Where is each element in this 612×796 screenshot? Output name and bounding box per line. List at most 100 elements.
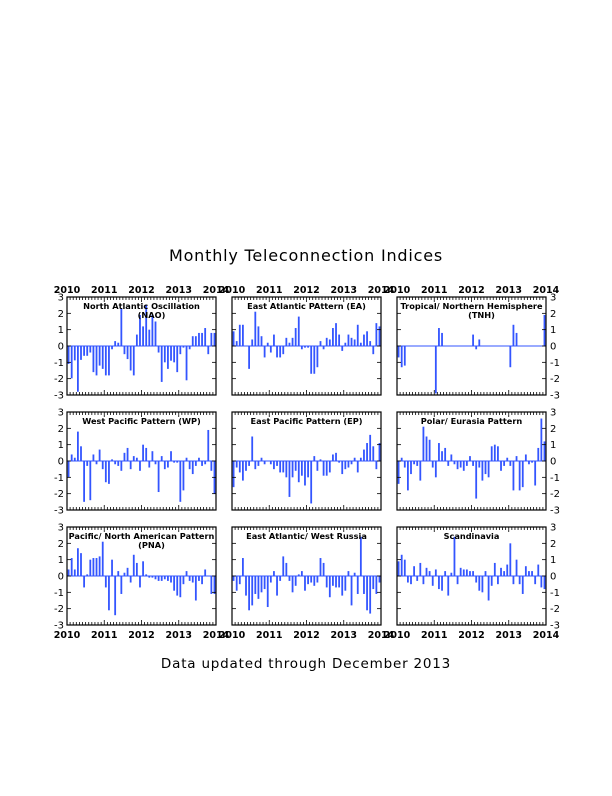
panel-title: East Atlantic/ West Russia xyxy=(246,531,367,541)
y-tick-label: -3 xyxy=(54,391,64,402)
y-tick-label: 1 xyxy=(550,440,556,451)
bar xyxy=(235,341,238,346)
bar xyxy=(472,571,474,576)
bar xyxy=(170,576,172,583)
bar xyxy=(428,571,431,576)
bar xyxy=(73,569,76,576)
bar xyxy=(300,571,303,576)
y-tick-label: 0 xyxy=(58,457,64,468)
bar xyxy=(89,559,92,576)
bar xyxy=(490,576,493,586)
bar xyxy=(304,461,306,486)
bar xyxy=(114,461,117,465)
y-tick-label: -2 xyxy=(550,604,560,615)
bar xyxy=(419,461,422,481)
bar xyxy=(475,576,478,583)
bar xyxy=(294,328,297,346)
bar xyxy=(447,461,450,466)
bar xyxy=(235,461,238,468)
bar xyxy=(465,461,468,466)
bar xyxy=(307,576,309,585)
bar xyxy=(434,569,437,576)
bar xyxy=(497,576,499,585)
panel-title: Polar/ Eurasia Pattern xyxy=(421,416,523,426)
bar xyxy=(210,576,213,594)
bar xyxy=(120,461,123,471)
bar xyxy=(135,457,138,461)
bar xyxy=(294,576,297,586)
bar xyxy=(503,461,506,466)
bar xyxy=(363,576,365,594)
bar xyxy=(363,449,365,461)
bar xyxy=(282,346,285,355)
bar xyxy=(207,346,210,355)
bar xyxy=(160,456,163,461)
bar xyxy=(160,576,163,581)
bar xyxy=(273,334,275,346)
bar xyxy=(279,576,282,581)
y-tick-label: 0 xyxy=(58,572,64,583)
bar xyxy=(194,576,197,601)
bar xyxy=(543,576,546,590)
bar xyxy=(475,346,478,350)
bar xyxy=(101,541,104,576)
bar xyxy=(438,443,440,461)
bar xyxy=(117,571,120,576)
bar xyxy=(238,576,241,585)
bar xyxy=(254,576,257,594)
bar xyxy=(232,331,235,346)
bar xyxy=(407,576,409,583)
y-tick-label: -2 xyxy=(54,604,64,615)
bar xyxy=(207,429,210,461)
bar xyxy=(95,346,98,376)
bar xyxy=(459,567,462,576)
bar xyxy=(182,461,185,491)
bar xyxy=(70,558,73,576)
bar xyxy=(335,323,337,346)
bar xyxy=(285,562,288,576)
bar xyxy=(425,436,428,461)
bar xyxy=(129,346,132,371)
bar xyxy=(515,332,518,346)
bar xyxy=(142,444,144,461)
bar xyxy=(537,564,540,576)
bar xyxy=(98,556,101,576)
bar xyxy=(359,342,362,346)
bar xyxy=(142,326,144,346)
y-tick-label: 2 xyxy=(550,309,556,320)
bar xyxy=(344,461,347,470)
bar xyxy=(83,461,85,502)
bar xyxy=(148,461,151,468)
bar xyxy=(313,346,316,374)
y-tick-label: 2 xyxy=(550,539,556,550)
panel-title-line: (PNA) xyxy=(138,540,165,550)
bar xyxy=(279,346,282,358)
bar xyxy=(139,576,141,588)
bar xyxy=(509,461,512,466)
bar xyxy=(98,346,101,366)
bar xyxy=(163,576,166,580)
panel-title-line: East Atlantic/ West Russia xyxy=(246,531,367,541)
x-tick-label: 2011 xyxy=(256,630,282,641)
bar xyxy=(322,346,325,350)
bar xyxy=(378,326,381,346)
panel-title-line: West Pacific Pattern (WP) xyxy=(82,416,201,426)
bar xyxy=(179,346,182,355)
bar xyxy=(114,341,117,346)
bar xyxy=(83,576,85,588)
bar xyxy=(145,574,148,576)
y-tick-label: -2 xyxy=(550,489,560,500)
x-tick-label: 2011 xyxy=(421,285,447,296)
bar xyxy=(104,346,107,376)
bar xyxy=(356,576,359,594)
y-tick-label: 3 xyxy=(58,523,64,534)
bar xyxy=(263,346,266,358)
bar xyxy=(518,576,521,585)
x-tick-label: 2014 xyxy=(368,285,395,296)
bar xyxy=(80,446,82,461)
x-tick-label: 2012 xyxy=(293,285,319,296)
bar xyxy=(441,451,443,461)
bar xyxy=(176,346,179,373)
bar xyxy=(372,446,375,461)
